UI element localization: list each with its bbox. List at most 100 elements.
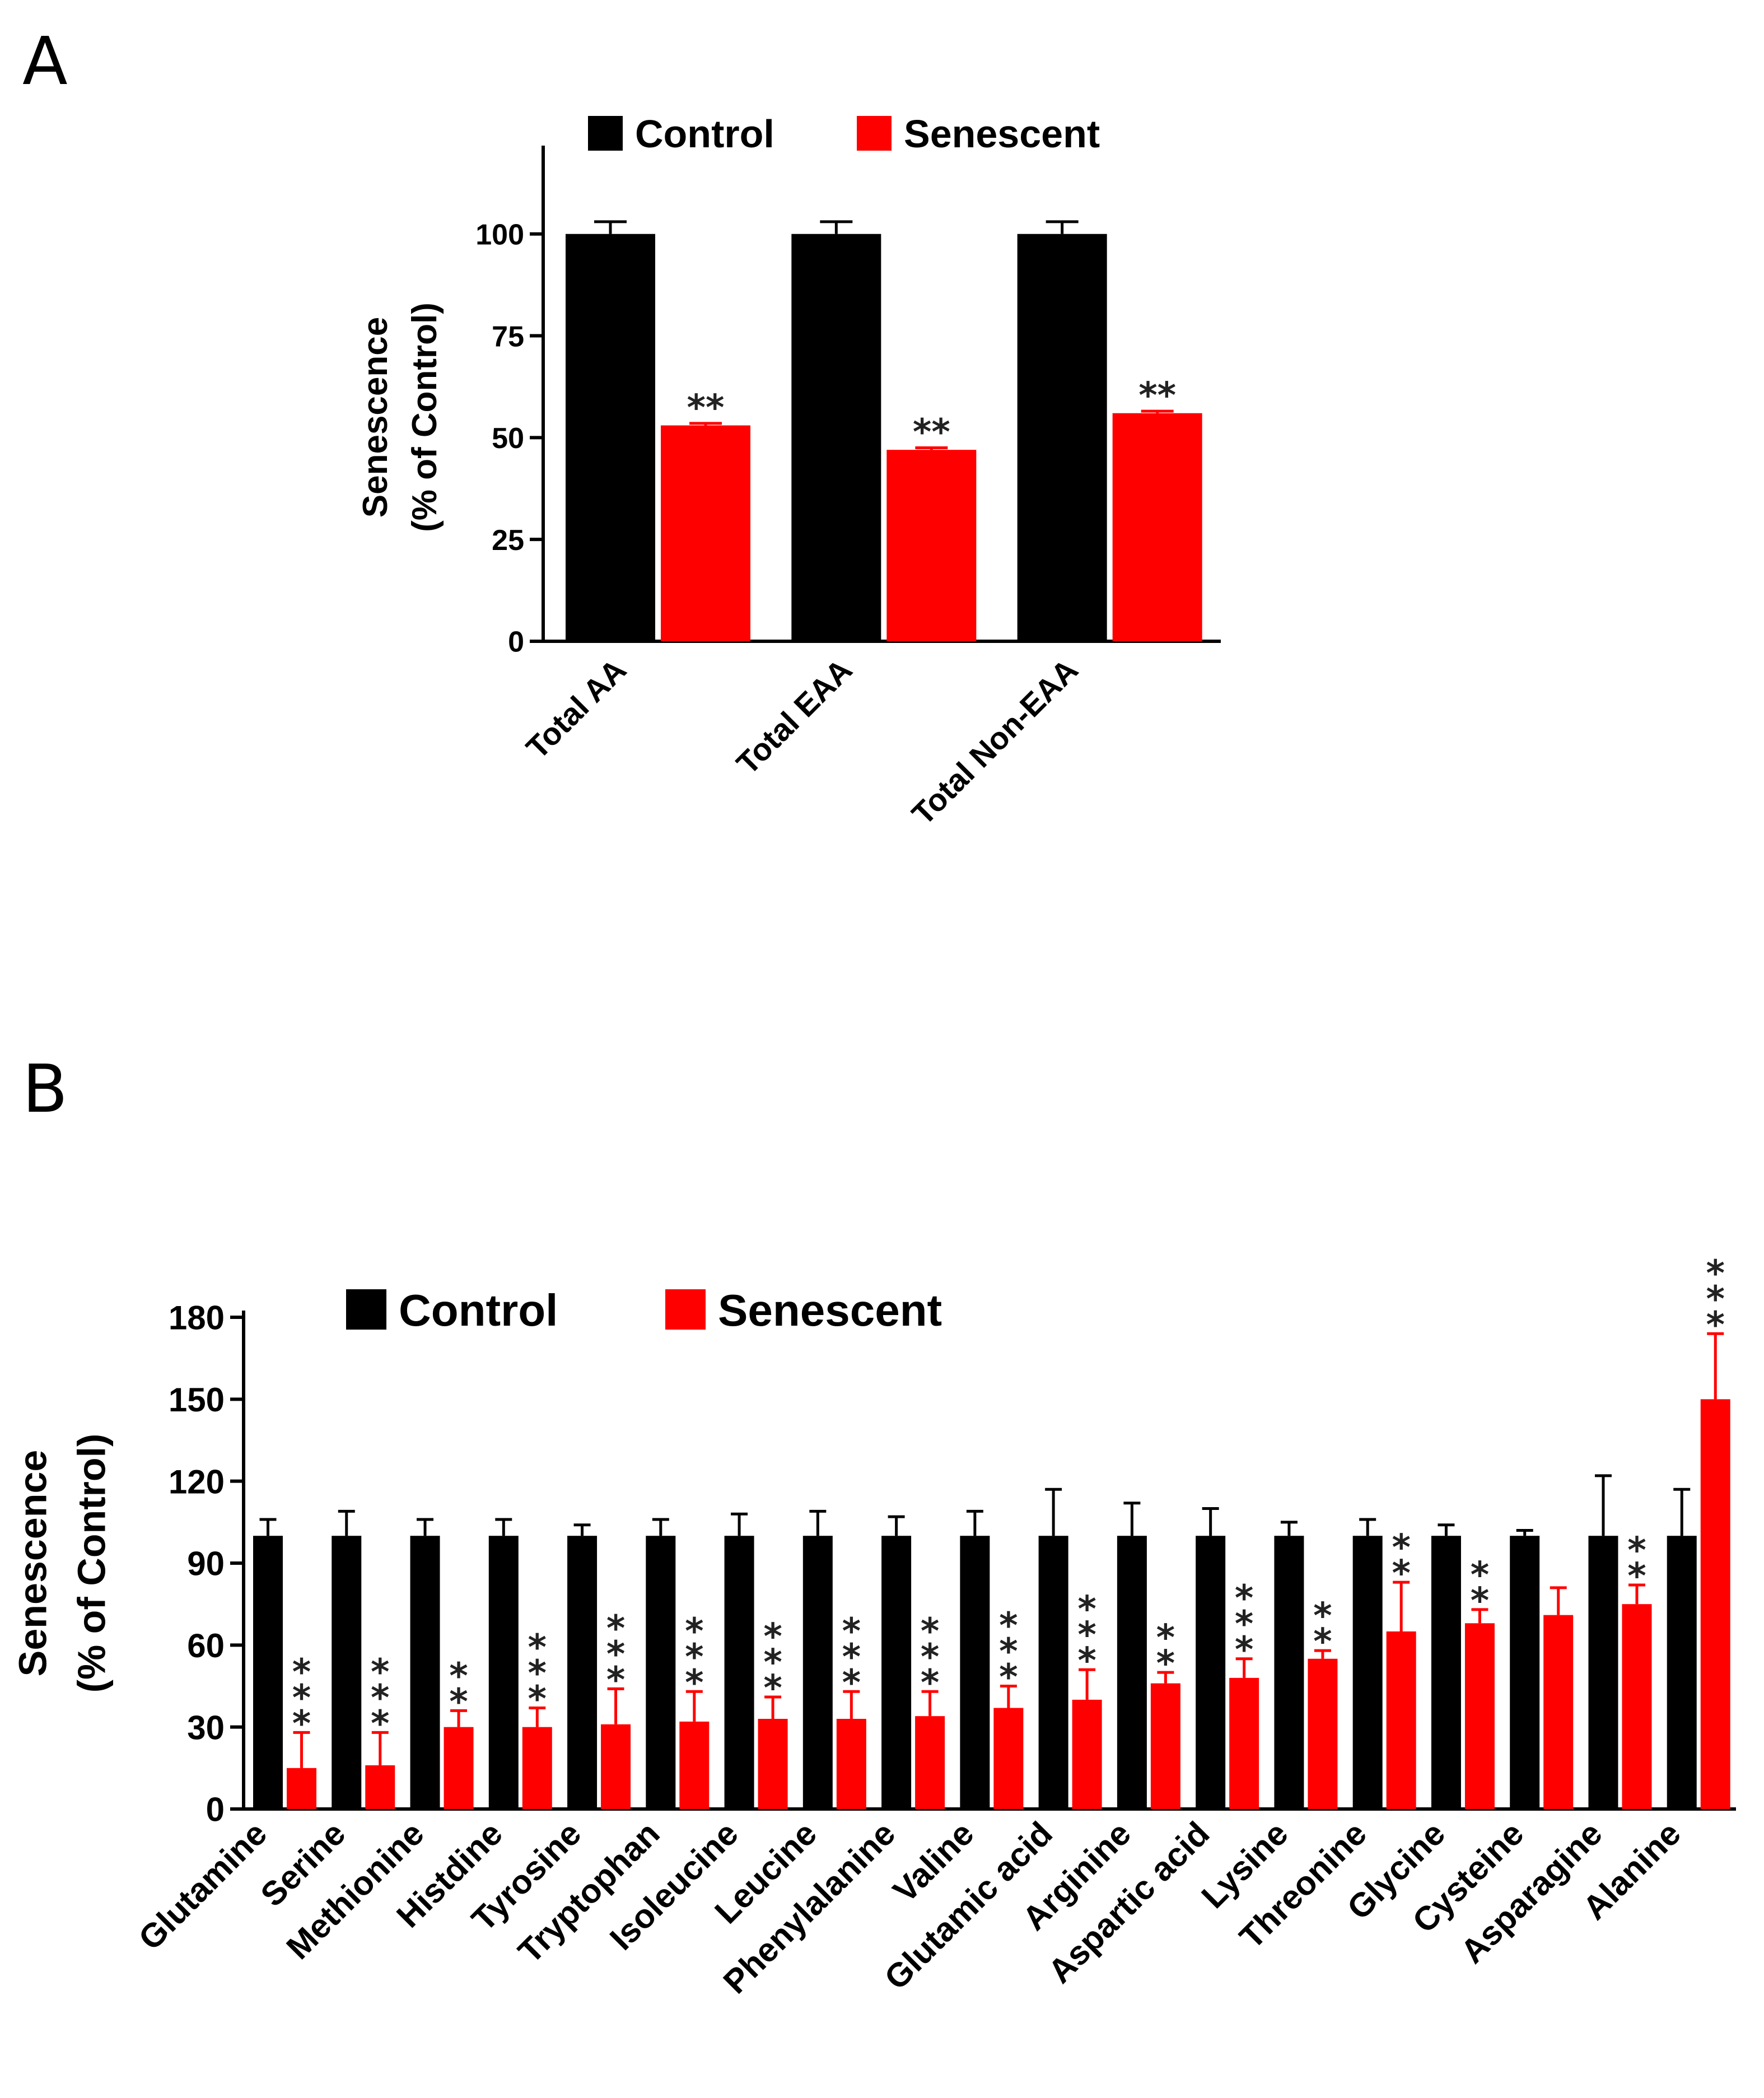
significance-marker: **	[449, 1656, 468, 1723]
bar-control	[1352, 1536, 1383, 1809]
y-tick-label: 150	[169, 1381, 225, 1419]
y-tick-label: 50	[492, 422, 524, 455]
significance-star: *	[1313, 1621, 1332, 1663]
bar-control	[1038, 1536, 1068, 1809]
significance-star: *	[1392, 1527, 1410, 1569]
legend-swatch	[665, 1289, 706, 1330]
y-tick-label: 180	[169, 1299, 225, 1337]
significance-star: *	[292, 1677, 311, 1719]
bar-senescent	[1229, 1677, 1259, 1809]
bar-senescent	[1464, 1623, 1495, 1809]
bar-senescent	[1386, 1631, 1416, 1809]
y-tick-label: 30	[187, 1709, 225, 1746]
y-axis-label-line: (% of Control)	[405, 302, 444, 532]
bar-control	[802, 1536, 833, 1809]
bar-control	[646, 1536, 676, 1809]
bar-control	[1588, 1536, 1618, 1809]
chart-a: 0 25 50 75 100 Senescence (% of Control) Total …	[356, 112, 1221, 832]
significance-star: *	[842, 1637, 861, 1678]
significance-star: *	[449, 1681, 468, 1723]
bar-control	[253, 1536, 283, 1809]
y-axis-label-line: (% of Control)	[70, 1434, 114, 1693]
significance-marker: * * *	[528, 1628, 547, 1721]
category-label: Total Non-EAA	[905, 652, 1085, 832]
bar-senescent	[758, 1719, 788, 1809]
bar-control	[567, 1536, 598, 1809]
significance-star: *	[371, 1703, 389, 1745]
bar-senescent	[1308, 1658, 1338, 1809]
bar-control	[960, 1536, 990, 1809]
significance-star: *	[1392, 1553, 1410, 1595]
significance-star: *	[1077, 1615, 1096, 1656]
bar-senescent	[993, 1708, 1024, 1809]
significance-marker: **	[913, 412, 950, 454]
significance-star: *	[528, 1628, 547, 1669]
significance-star: *	[606, 1659, 625, 1701]
bar-control	[332, 1536, 362, 1809]
significance-star: *	[371, 1652, 389, 1693]
bar-senescent	[1543, 1615, 1574, 1809]
significance-star: *	[1077, 1640, 1096, 1682]
y-tick-label: 25	[492, 524, 524, 557]
significance-star: *	[528, 1653, 547, 1695]
significance-star: *	[1627, 1530, 1646, 1572]
significance-star: *	[606, 1634, 625, 1675]
significance-star: *	[528, 1679, 547, 1721]
y-axis-label: Senescence (% of Control)	[11, 1434, 114, 1693]
significance-marker: * * *	[1077, 1589, 1096, 1682]
y-axis-label: Senescence (% of Control)	[356, 302, 444, 532]
significance-marker: * * *	[921, 1611, 939, 1704]
significance-star: *	[1235, 1630, 1253, 1671]
significance-star: *	[1235, 1578, 1253, 1620]
bar-senescent	[444, 1727, 474, 1809]
significance-star: *	[999, 1657, 1018, 1699]
bar-senescent	[522, 1727, 552, 1809]
significance-marker: **	[1138, 375, 1176, 417]
panel-letter-a: A	[22, 22, 68, 100]
bar-control	[410, 1536, 440, 1809]
significance-star: *	[1156, 1617, 1175, 1659]
significance-star: *	[999, 1631, 1018, 1673]
bar-senescent	[1700, 1399, 1730, 1809]
significance-marker: * * *	[842, 1611, 861, 1704]
significance-marker: **	[1471, 1555, 1489, 1622]
significance-star: *	[999, 1606, 1018, 1647]
significance-star: *	[1471, 1555, 1489, 1596]
significance-star: *	[842, 1662, 861, 1704]
significance-marker: * * *	[292, 1652, 311, 1745]
significance-star: *	[763, 1668, 782, 1709]
significance-star: *	[371, 1677, 389, 1719]
significance-star: *	[1235, 1604, 1253, 1645]
significance-star: *	[1077, 1589, 1096, 1630]
bar-senescent	[365, 1765, 395, 1809]
significance-marker: **	[1156, 1617, 1175, 1685]
significance-star: *	[292, 1652, 311, 1693]
bar-senescent	[661, 425, 750, 641]
y-tick-label: 100	[475, 218, 524, 251]
panel-letter-b: B	[22, 1050, 68, 1127]
legend-swatch	[346, 1289, 386, 1330]
y-tick-label: 60	[187, 1627, 225, 1665]
bar-control	[1117, 1536, 1147, 1809]
significance-star: *	[1706, 1304, 1725, 1346]
legend-label: Senescent	[904, 112, 1100, 156]
bar-senescent	[886, 450, 977, 641]
significance-marker: * * *	[999, 1606, 1018, 1699]
bar-control	[488, 1536, 519, 1809]
bar-senescent	[1150, 1683, 1180, 1809]
significance-star: *	[1706, 1253, 1725, 1294]
bar-senescent	[1622, 1604, 1652, 1809]
bar-control	[1274, 1536, 1304, 1809]
bar-control	[1667, 1536, 1697, 1809]
significance-star: *	[1471, 1581, 1489, 1622]
legend-swatch	[588, 116, 623, 151]
significance-marker: **	[1313, 1596, 1332, 1663]
chart-b: 0 30 60 90 120 150 180 Senescence (% of Control)…	[11, 1253, 1736, 2001]
bar-senescent	[287, 1768, 316, 1809]
bar-control	[881, 1536, 912, 1809]
bar-control	[1196, 1536, 1226, 1809]
significance-marker: * * *	[1235, 1578, 1253, 1671]
y-axis-label-line: Senescence	[11, 1450, 55, 1677]
y-tick-label: 0	[206, 1791, 225, 1829]
